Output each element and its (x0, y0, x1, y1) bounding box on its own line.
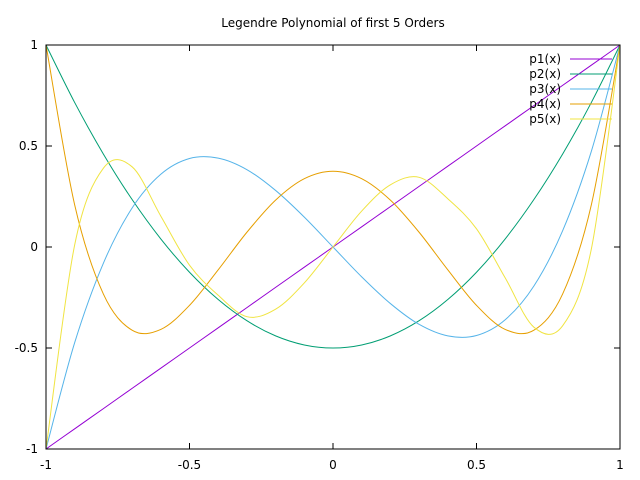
series-line-p4x (45, 44, 621, 335)
legend-label: p5(x) (529, 112, 561, 126)
series-line-p5x (45, 44, 621, 450)
x-tick-label: 0.5 (467, 458, 486, 472)
y-tick-label: 0.5 (19, 139, 38, 153)
x-tick-label: 0 (329, 458, 337, 472)
x-tick-label: -1 (40, 458, 52, 472)
legend-label: p4(x) (529, 97, 561, 111)
y-tick-label: 0 (30, 240, 38, 254)
y-tick-label: 1 (30, 38, 38, 52)
legend-label: p2(x) (529, 67, 561, 81)
x-tick-label: -0.5 (178, 458, 201, 472)
chart-title: Legendre Polynomial of first 5 Orders (221, 16, 444, 30)
x-tick-label: 1 (616, 458, 624, 472)
legend: p1(x)p2(x)p3(x)p4(x)p5(x) (529, 52, 612, 126)
y-tick-label: -0.5 (15, 341, 38, 355)
series-lines (45, 44, 621, 450)
legend-label: p3(x) (529, 82, 561, 96)
y-tick-label: -1 (26, 442, 38, 456)
plot-frame (45, 44, 621, 450)
series-line-p2x (45, 44, 621, 349)
legend-label: p1(x) (529, 52, 561, 66)
